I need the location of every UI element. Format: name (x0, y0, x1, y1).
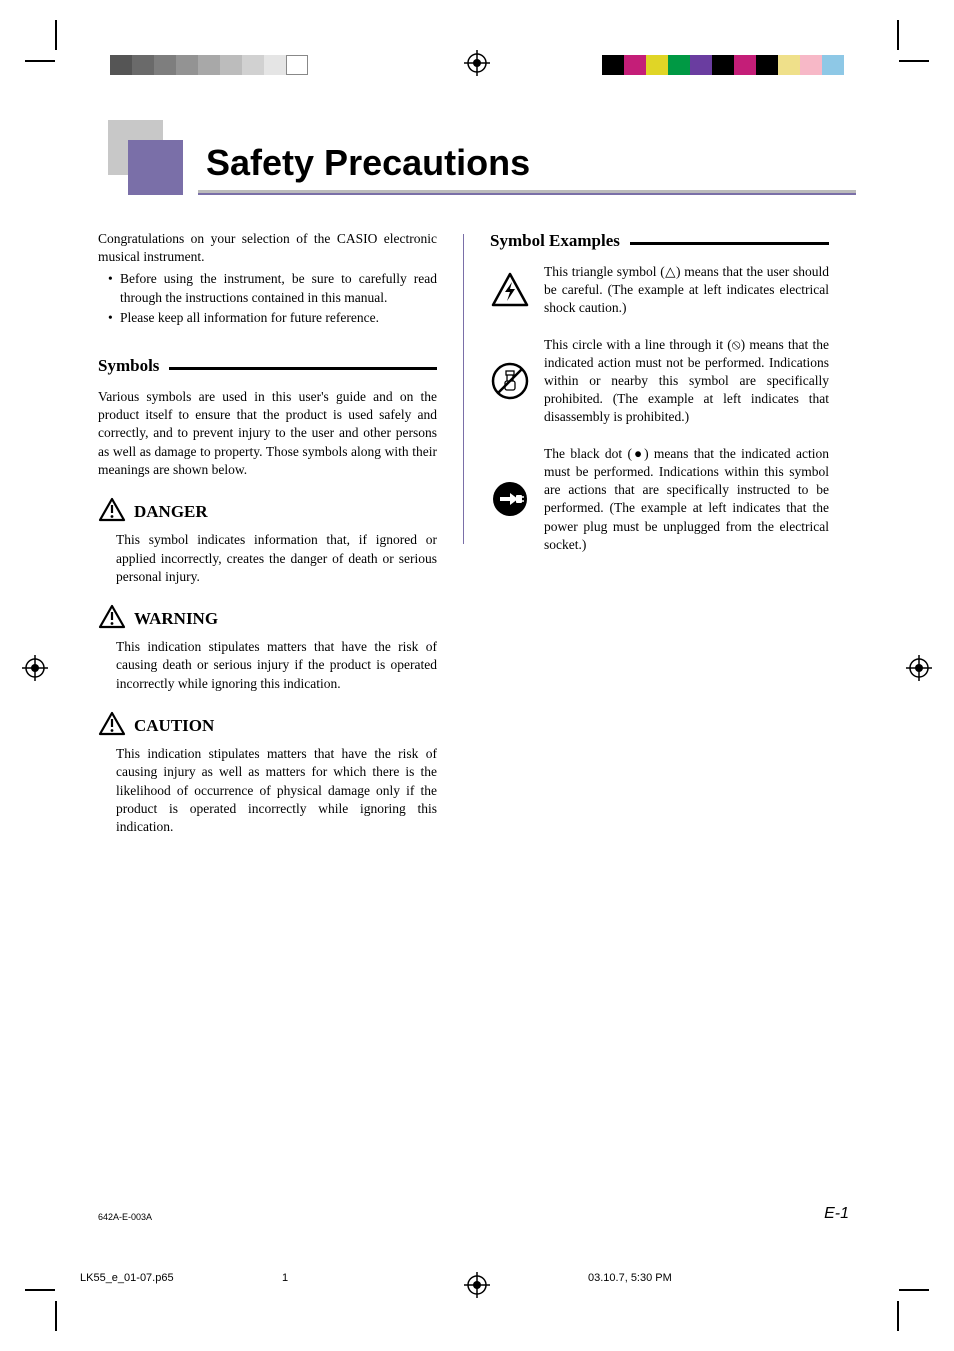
unplug-icon (490, 479, 530, 519)
symbol-example-prohibition: This circle with a line through it (⦸) m… (490, 336, 829, 427)
crop-mark (25, 60, 55, 62)
heading-label: Symbols (98, 355, 159, 378)
warning-body: This indication stipulates matters that … (98, 638, 437, 693)
gray-calibration-swatches (110, 55, 308, 75)
crop-mark (899, 1289, 929, 1291)
heading-rule (630, 242, 829, 245)
danger-row: DANGER (98, 497, 437, 527)
danger-body: This symbol indicates information that, … (98, 531, 437, 586)
crop-mark (897, 1301, 899, 1331)
warning-triangle-icon (98, 711, 126, 741)
warning-triangle-icon (98, 497, 126, 527)
page-title: Safety Precautions (206, 142, 530, 184)
danger-label: DANGER (134, 501, 208, 524)
symbols-body: Various symbols are used in this user's … (98, 388, 437, 479)
crop-mark (55, 1301, 57, 1331)
warning-row: WARNING (98, 604, 437, 634)
symbols-heading: Symbols (98, 355, 437, 378)
right-column: Symbol Examples This triangle symbol (△)… (484, 230, 829, 836)
page-content: Safety Precautions Congratulations on yo… (98, 120, 856, 836)
footer-datetime: 03.10.7, 5:30 PM (588, 1272, 672, 1284)
triangle-text: This triangle symbol (△) means that the … (544, 263, 829, 318)
bullet-item: Please keep all information for future r… (108, 309, 437, 327)
caution-label: CAUTION (134, 715, 214, 738)
crop-mark (899, 60, 929, 62)
caution-row: CAUTION (98, 711, 437, 741)
registration-mark-icon (906, 655, 932, 686)
registration-mark-icon (22, 655, 48, 686)
title-rule (198, 193, 856, 195)
left-column: Congratulations on your selection of the… (98, 230, 443, 836)
color-calibration-swatches (602, 55, 844, 75)
heading-rule (169, 367, 437, 370)
no-disassembly-icon (490, 361, 530, 401)
title-block: Safety Precautions (98, 120, 856, 200)
symbol-example-must-do: The black dot (●) means that the indicat… (490, 445, 829, 554)
intro-text: Congratulations on your selection of the… (98, 230, 437, 266)
heading-label: Symbol Examples (490, 230, 620, 253)
intro-bullets: Before using the instrument, be sure to … (108, 270, 437, 327)
electrical-shock-icon (490, 272, 530, 308)
warning-triangle-icon (98, 604, 126, 634)
column-divider (463, 234, 464, 544)
crop-mark (897, 20, 899, 50)
registration-mark-icon (464, 50, 490, 81)
circle-text: This circle with a line through it (⦸) m… (544, 336, 829, 427)
title-decor-purple (128, 140, 183, 195)
dot-text: The black dot (●) means that the indicat… (544, 445, 829, 554)
footer-sheet-number: 1 (282, 1272, 288, 1284)
registration-mark-icon (464, 1272, 490, 1303)
warning-label: WARNING (134, 608, 218, 631)
footer-filename: LK55_e_01-07.p65 (80, 1272, 174, 1284)
crop-mark (25, 1289, 55, 1291)
bullet-item: Before using the instrument, be sure to … (108, 270, 437, 306)
symbol-examples-heading: Symbol Examples (490, 230, 829, 253)
footer-page-number: E-1 (824, 1205, 849, 1223)
footer-doc-code: 642A-E-003A (98, 1212, 152, 1222)
symbol-example-triangle: This triangle symbol (△) means that the … (490, 263, 829, 318)
caution-body: This indication stipulates matters that … (98, 745, 437, 836)
crop-mark (55, 20, 57, 50)
